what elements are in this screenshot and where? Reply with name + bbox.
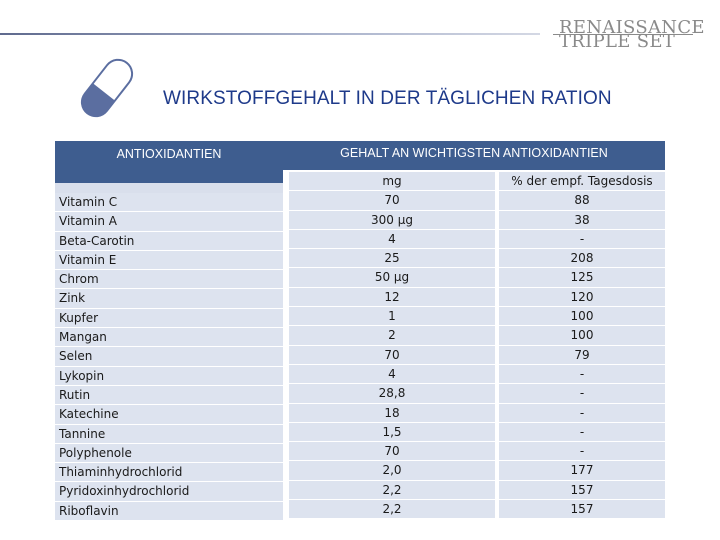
mg-value-cell: 28,8	[289, 384, 495, 404]
brand-line-1: RENAISSANCE	[559, 17, 705, 38]
antioxidant-name-cell: Rutin	[55, 385, 283, 406]
mg-column-header: mg	[289, 172, 495, 192]
antioxidant-name-cell: Selen	[55, 347, 283, 367]
pct-value-cell: -	[499, 403, 665, 423]
pct-value-cell: -	[499, 442, 665, 462]
pct-value-cell: -	[499, 364, 665, 385]
page-title: WIRKSTOFFGEHALT IN DER TÄGLICHEN RATION	[163, 88, 612, 109]
pct-value-cell: 38	[499, 210, 665, 230]
mg-value-cell: 2,2	[289, 480, 495, 501]
pct-value-cell: 100	[499, 307, 665, 327]
pct-value-cell: 177	[499, 461, 665, 481]
pct-column-header: % der empf. Tagesdosis	[499, 172, 665, 192]
mg-value-cell: 70	[289, 345, 495, 365]
mg-value-cell: 70	[289, 191, 495, 211]
antioxidant-name-cell: Katechine	[55, 405, 283, 425]
antioxidant-name-cell: Tannine	[55, 424, 283, 444]
antioxidant-name-cell: Pyridoxinhydrochlorid	[55, 482, 283, 502]
mg-value-cell: 2,2	[289, 500, 495, 520]
pct-value-cell: 100	[499, 326, 665, 346]
pct-value-cell: 125	[499, 268, 665, 288]
pct-value-cell: -	[499, 422, 665, 443]
pct-value-cell: 79	[499, 345, 665, 365]
mg-value-cell: 70	[289, 442, 495, 462]
antioxidant-name-cell: Kupfer	[55, 308, 283, 329]
antioxidant-name-cell: Zink	[55, 289, 283, 309]
antioxidant-name-cell: Chrom	[55, 270, 283, 290]
pct-value-cell: 208	[499, 249, 665, 269]
antioxidant-name-cell: Riboflavin	[55, 501, 283, 522]
antioxidant-name-cell: Vitamin C	[55, 193, 283, 213]
header-antioxidants: ANTIOXIDANTIEN	[55, 141, 283, 183]
pct-value-cell: -	[499, 229, 665, 250]
mg-value-cell: 50 µg	[289, 268, 495, 288]
antioxidant-name-cell: Vitamin A	[55, 212, 283, 232]
mg-value-cell: 4	[289, 364, 495, 385]
header-content: GEHALT AN WICHTIGSTEN ANTIOXIDANTIEN	[283, 141, 665, 170]
mg-value-cell: 2	[289, 326, 495, 346]
antioxidant-name-cell: Polyphenole	[55, 443, 283, 464]
antioxidant-name-cell: Beta-Carotin	[55, 231, 283, 251]
antioxidant-name-cell: Thiaminhydrochlorid	[55, 463, 283, 483]
mg-value-cell: 25	[289, 249, 495, 269]
pct-value-cell: 88	[499, 191, 665, 211]
brand-divider	[553, 34, 693, 35]
mg-value-cell: 18	[289, 403, 495, 423]
mg-value-cell: 1,5	[289, 422, 495, 443]
mg-value-cell: 12	[289, 287, 495, 308]
antioxidant-name-cell: Vitamin E	[55, 250, 283, 271]
antioxidant-name-cell: Mangan	[55, 328, 283, 348]
mg-value-cell: 4	[289, 229, 495, 250]
antioxidant-name-cell: Lykopin	[55, 366, 283, 386]
pct-column: % der empf. Tagesdosis 88 38-208 125 120 100…	[499, 172, 665, 520]
pct-value-cell: 157	[499, 480, 665, 501]
mg-value-cell: 300 µg	[289, 210, 495, 230]
pct-value-cell: 120	[499, 287, 665, 308]
top-divider-line	[0, 33, 540, 35]
mg-value-cell: 2,0	[289, 461, 495, 481]
mg-value-cell: 1	[289, 307, 495, 327]
brand-line-2: TRIPLE SET	[559, 31, 676, 52]
pct-value-cell: -	[499, 384, 665, 404]
capsule-icon	[80, 58, 134, 118]
pct-value-cell: 157	[499, 500, 665, 520]
mg-column: mg 70 300 µg 4 25 50 µg 12 1 2 70 4 28,8 18 1,5 70 2,0…	[289, 172, 495, 520]
